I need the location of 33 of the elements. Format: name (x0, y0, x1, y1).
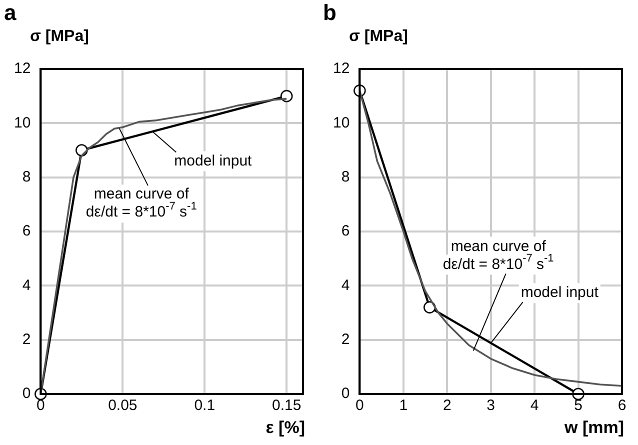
x-tick-label: 2 (442, 397, 452, 414)
y-tick-label: 10 (332, 114, 350, 132)
x-tick-label: 0 (356, 397, 364, 414)
y-tick-label: 2 (22, 330, 31, 348)
annotation: model input (520, 284, 600, 302)
x-tick-label: 3 (486, 397, 496, 414)
annotation: model input (174, 152, 253, 170)
x-axis-title: w [mm] (564, 418, 624, 438)
point (280, 90, 293, 102)
x-tick-label: 0.15 (272, 397, 302, 414)
y-tick-label: 12 (14, 60, 31, 78)
y-tick-label: 0 (341, 385, 350, 402)
x-axis-title: ε [%] (266, 418, 305, 438)
x-tick-label: 1 (399, 397, 408, 414)
chart-title: b (323, 0, 336, 26)
chart-title: a (4, 0, 16, 26)
y-tick-label: 8 (341, 168, 350, 186)
y-tick-label: 4 (341, 276, 350, 294)
y-tick-label: 6 (341, 222, 350, 240)
y-tick-label: 0 (22, 385, 31, 402)
x-tick-label: 0 (36, 397, 45, 414)
x-tick-label: 0.1 (194, 397, 216, 414)
y-tick-label: 2 (341, 330, 350, 348)
y-tick-label: 12 (332, 60, 350, 78)
y-tick-label: 10 (14, 114, 31, 132)
y-axis-title: σ [MPa] (30, 28, 89, 46)
x-tick-label: 0.05 (108, 397, 138, 414)
x-tick-label: 6 (618, 397, 626, 414)
y-tick-label: 4 (22, 276, 31, 294)
y-axis-title: σ [MPa] (349, 28, 408, 46)
y-tick-label: 8 (22, 168, 31, 186)
y-tick-label: 6 (22, 222, 31, 240)
x-tick-label: 4 (530, 397, 539, 414)
